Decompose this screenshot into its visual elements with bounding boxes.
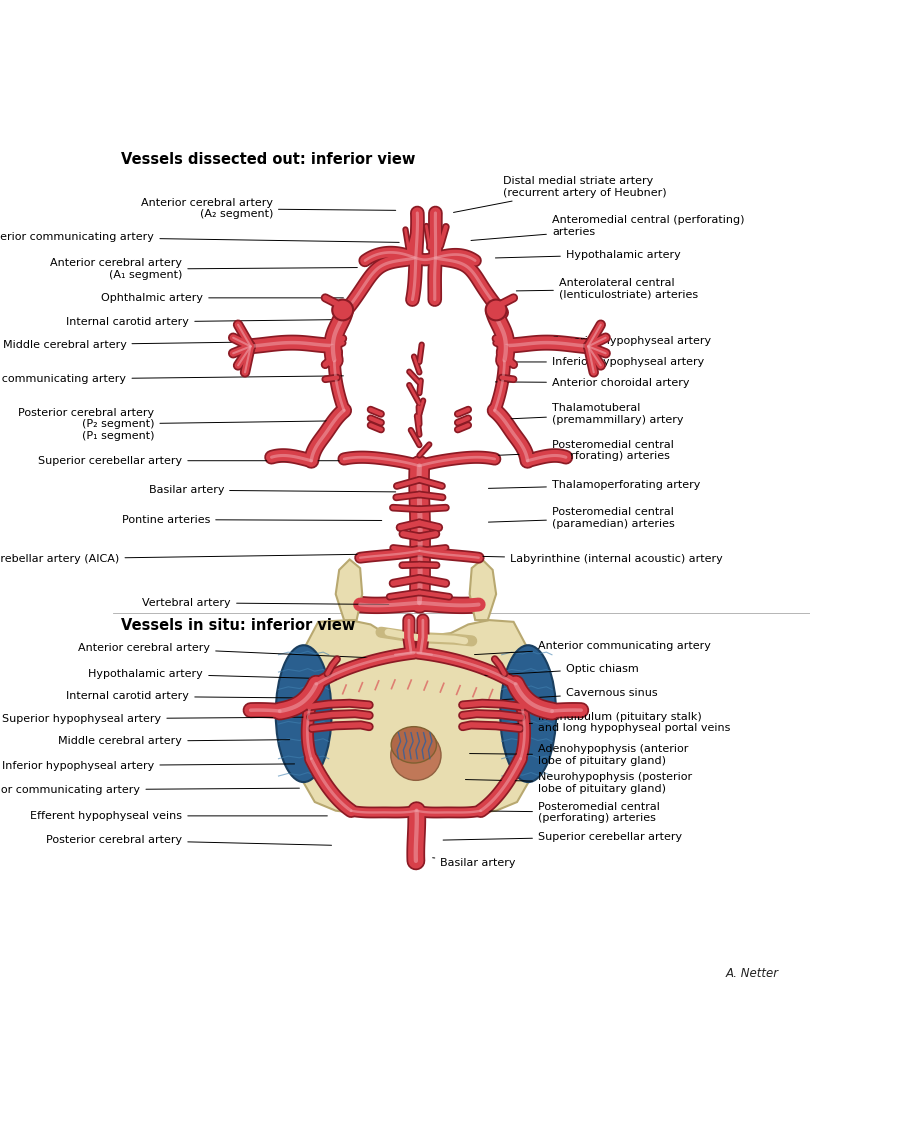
Polygon shape — [295, 620, 536, 814]
Text: A. Netter: A. Netter — [725, 966, 778, 980]
Text: Middle cerebral artery: Middle cerebral artery — [58, 737, 290, 746]
Text: Cavernous sinus: Cavernous sinus — [502, 687, 658, 700]
Ellipse shape — [391, 730, 441, 781]
Text: Superior cerebellar artery: Superior cerebellar artery — [38, 456, 350, 466]
Text: Middle cerebral artery: Middle cerebral artery — [3, 340, 309, 350]
Text: Posteromedial central
(paramedian) arteries: Posteromedial central (paramedian) arter… — [489, 507, 675, 529]
Text: Basilar artery: Basilar artery — [433, 857, 516, 867]
Text: Infundibulum (pituitary stalk)
and long hypophyseal portal veins: Infundibulum (pituitary stalk) and long … — [478, 711, 730, 734]
Text: Posterior communicating artery: Posterior communicating artery — [0, 375, 344, 385]
Text: Pontine arteries: Pontine arteries — [122, 514, 382, 524]
Text: Distal medial striate artery
(recurrent artery of Heubner): Distal medial striate artery (recurrent … — [454, 177, 667, 213]
Text: Inferior hypophyseal artery: Inferior hypophyseal artery — [2, 760, 294, 771]
Text: Anterior choroidal artery: Anterior choroidal artery — [495, 378, 689, 388]
Text: Posterior communicating artery: Posterior communicating artery — [0, 785, 300, 795]
Text: Inferior hypophyseal artery: Inferior hypophyseal artery — [506, 357, 704, 367]
Text: Anterior inferior cerebellar artery (AICA): Anterior inferior cerebellar artery (AIC… — [0, 555, 361, 565]
Text: Posteromedial central
(perforating) arteries: Posteromedial central (perforating) arte… — [461, 802, 660, 824]
Text: Anteromedial central (perforating)
arteries: Anteromedial central (perforating) arter… — [471, 215, 744, 241]
Polygon shape — [336, 559, 362, 620]
Text: Optic chiasm: Optic chiasm — [485, 664, 639, 675]
Ellipse shape — [392, 727, 436, 763]
Text: Posterior cerebral artery: Posterior cerebral artery — [46, 835, 331, 845]
Text: Thalamotuberal
(premammillary) artery: Thalamotuberal (premammillary) artery — [506, 403, 683, 425]
Text: Labyrinthine (internal acoustic) artery: Labyrinthine (internal acoustic) artery — [467, 555, 723, 565]
Text: Adenohypophysis (anterior
lobe of pituitary gland): Adenohypophysis (anterior lobe of pituit… — [470, 745, 688, 766]
Text: Efferent hypophyseal veins: Efferent hypophyseal veins — [31, 811, 328, 821]
Text: Internal carotid artery: Internal carotid artery — [67, 692, 310, 701]
Text: Anterior cerebral artery: Anterior cerebral artery — [78, 642, 378, 658]
Text: Superior hypophyseal artery: Superior hypophyseal artery — [509, 336, 711, 346]
Text: Superior hypophyseal artery: Superior hypophyseal artery — [2, 714, 306, 723]
Text: Vertebral artery: Vertebral artery — [142, 597, 389, 608]
Text: Anterior communicating artery: Anterior communicating artery — [474, 641, 711, 655]
Text: Superior cerebellar artery: Superior cerebellar artery — [443, 831, 682, 842]
Ellipse shape — [275, 646, 331, 782]
Text: Thalamoperforating artery: Thalamoperforating artery — [489, 480, 700, 490]
Text: Anterior cerebral artery
(A₁ segment): Anterior cerebral artery (A₁ segment) — [50, 259, 357, 280]
Text: Posterior cerebral artery
(P₂ segment)
(P₁ segment): Posterior cerebral artery (P₂ segment) (… — [18, 407, 333, 441]
Ellipse shape — [332, 299, 353, 321]
Text: Anterior communicating artery: Anterior communicating artery — [0, 232, 400, 242]
Text: Hypothalamic artery: Hypothalamic artery — [88, 668, 337, 678]
Text: Neurohypophysis (posterior
lobe of pituitary gland): Neurohypophysis (posterior lobe of pitui… — [465, 772, 692, 794]
Ellipse shape — [500, 646, 556, 782]
Text: Anterolateral central
(lenticulostriate) arteries: Anterolateral central (lenticulostriate)… — [517, 278, 698, 300]
Text: Posteromedial central
(perforating) arteries: Posteromedial central (perforating) arte… — [495, 440, 674, 461]
Text: Internal carotid artery: Internal carotid artery — [67, 317, 344, 327]
Text: Ophthalmic artery: Ophthalmic artery — [101, 292, 344, 303]
Text: Hypothalamic artery: Hypothalamic artery — [495, 250, 680, 260]
Text: Anterior cerebral artery
(A₂ segment): Anterior cerebral artery (A₂ segment) — [141, 198, 396, 219]
Polygon shape — [470, 559, 496, 620]
Text: Vessels in situ: inferior view: Vessels in situ: inferior view — [121, 618, 356, 632]
Text: Basilar artery: Basilar artery — [148, 485, 396, 495]
Text: Vessels dissected out: inferior view: Vessels dissected out: inferior view — [121, 152, 415, 168]
Ellipse shape — [486, 299, 507, 321]
